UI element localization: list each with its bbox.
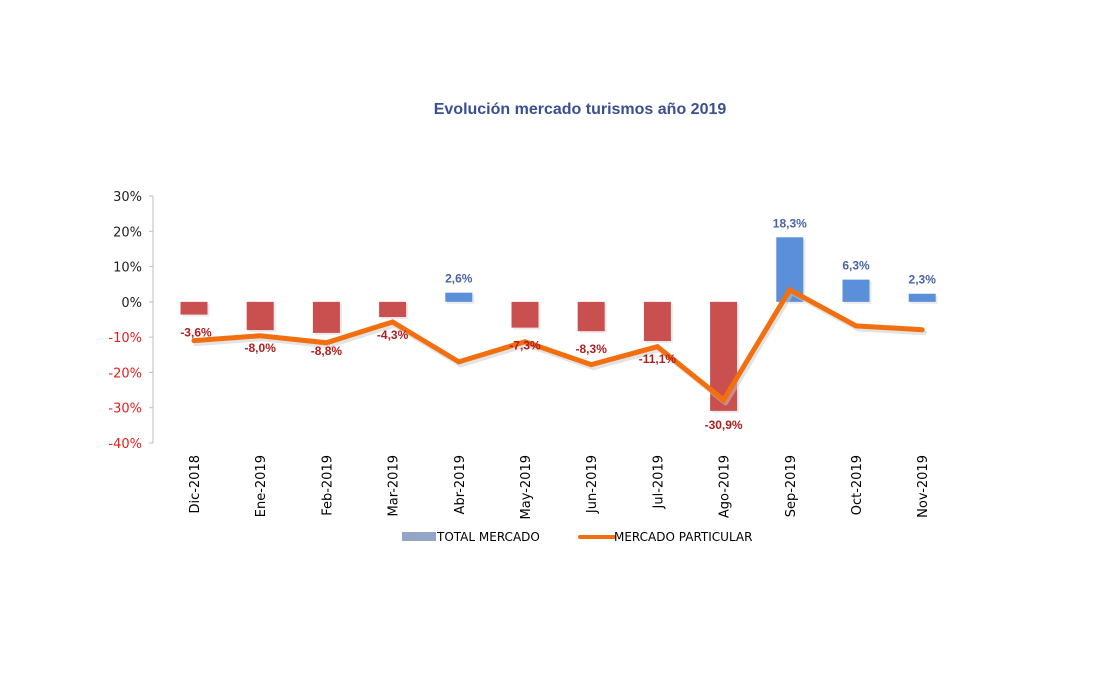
bar	[445, 292, 473, 302]
data-label: 6,3%	[842, 259, 870, 273]
line-series	[191, 286, 927, 406]
bar	[180, 301, 208, 315]
x-tick-label: Nov-2019	[916, 455, 931, 518]
x-tick-label: Ago-2019	[718, 455, 733, 518]
x-tick-label: Jun-2019	[585, 455, 600, 514]
data-label: -7,3%	[509, 339, 541, 353]
legend-swatch-total-mercado	[402, 532, 436, 541]
legend: TOTAL MERCADO MERCADO PARTICULAR	[402, 530, 752, 544]
data-label: -8,3%	[576, 342, 608, 356]
data-labels: -3,6% -8,0% -8,8% -4,3% 2,6% -7,3% -8,3% -11,1%…	[180, 216, 936, 432]
bar	[246, 301, 274, 331]
data-label: 2,6%	[445, 272, 473, 286]
y-tick-label: 20%	[113, 225, 142, 240]
bar-series	[180, 237, 938, 413]
bar	[908, 293, 936, 302]
data-label: -3,6%	[180, 326, 212, 340]
legend-label-mercado-particular: MERCADO PARTICULAR	[614, 530, 752, 544]
line-shadow	[193, 290, 927, 406]
y-tick-label: 10%	[113, 261, 142, 276]
y-tick-label: -10%	[108, 331, 142, 346]
bar	[379, 301, 407, 318]
y-tick-label: 30%	[113, 190, 142, 205]
y-tick-label: -40%	[108, 437, 142, 452]
x-tick-label: Feb-2019	[320, 455, 335, 516]
data-label: -8,0%	[245, 341, 277, 355]
bar	[511, 301, 539, 328]
data-label: 2,3%	[909, 273, 937, 287]
x-axis-labels: Dic-2018 Ene-2019 Feb-2019 Mar-2019 Abr-2019…	[188, 455, 931, 519]
x-tick-label: Sep-2019	[784, 455, 799, 517]
bar	[577, 301, 605, 332]
y-tick-label: 0%	[121, 296, 142, 311]
x-tick-label: Oct-2019	[850, 455, 865, 515]
bar	[842, 279, 870, 302]
y-tick-label: -30%	[108, 402, 142, 417]
legend-label-total-mercado: TOTAL MERCADO	[436, 530, 540, 544]
y-tick-label: -20%	[108, 366, 142, 381]
x-tick-label: Ene-2019	[254, 455, 269, 517]
data-label: -8,8%	[311, 344, 343, 358]
x-tick-label: Abr-2019	[453, 455, 468, 514]
data-label: -4,3%	[377, 328, 409, 342]
data-label: -30,9%	[705, 418, 743, 432]
line-mercado-particular	[191, 286, 925, 404]
x-tick-label: Jul-2019	[651, 455, 666, 509]
bar	[312, 301, 340, 333]
x-tick-label: May-2019	[519, 455, 534, 519]
y-axis: 30% 20% 10% 0% -10% -20% -30% -40%	[108, 190, 154, 452]
data-label: -11,1%	[639, 352, 677, 366]
bar	[643, 301, 671, 342]
data-label: 18,3%	[773, 216, 807, 230]
x-tick-label: Mar-2019	[387, 455, 402, 516]
x-tick-label: Dic-2018	[188, 455, 203, 514]
chart-title: Evolución mercado turismos año 2019	[433, 101, 727, 118]
